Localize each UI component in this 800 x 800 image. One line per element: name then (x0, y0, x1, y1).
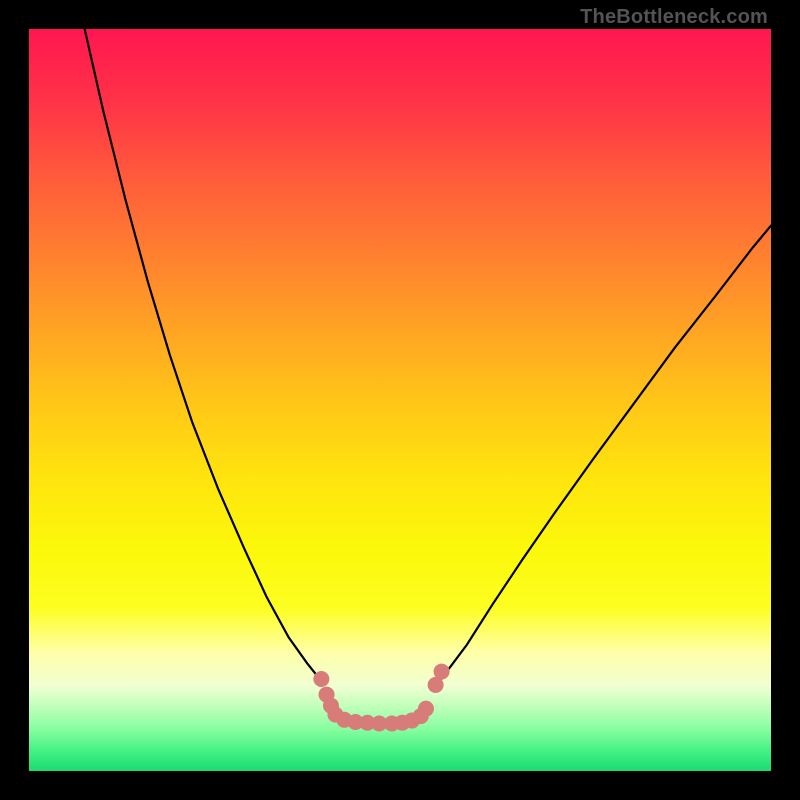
dot (418, 701, 434, 717)
bottom-dots (313, 664, 449, 732)
dot (313, 671, 329, 687)
watermark-text: TheBottleneck.com (580, 6, 768, 29)
right-curve (433, 226, 771, 690)
chart-frame: TheBottleneck.com (0, 0, 800, 800)
plot-area (29, 29, 771, 771)
dot (434, 664, 450, 680)
left-curve (85, 29, 322, 682)
curve-layer (29, 29, 771, 771)
